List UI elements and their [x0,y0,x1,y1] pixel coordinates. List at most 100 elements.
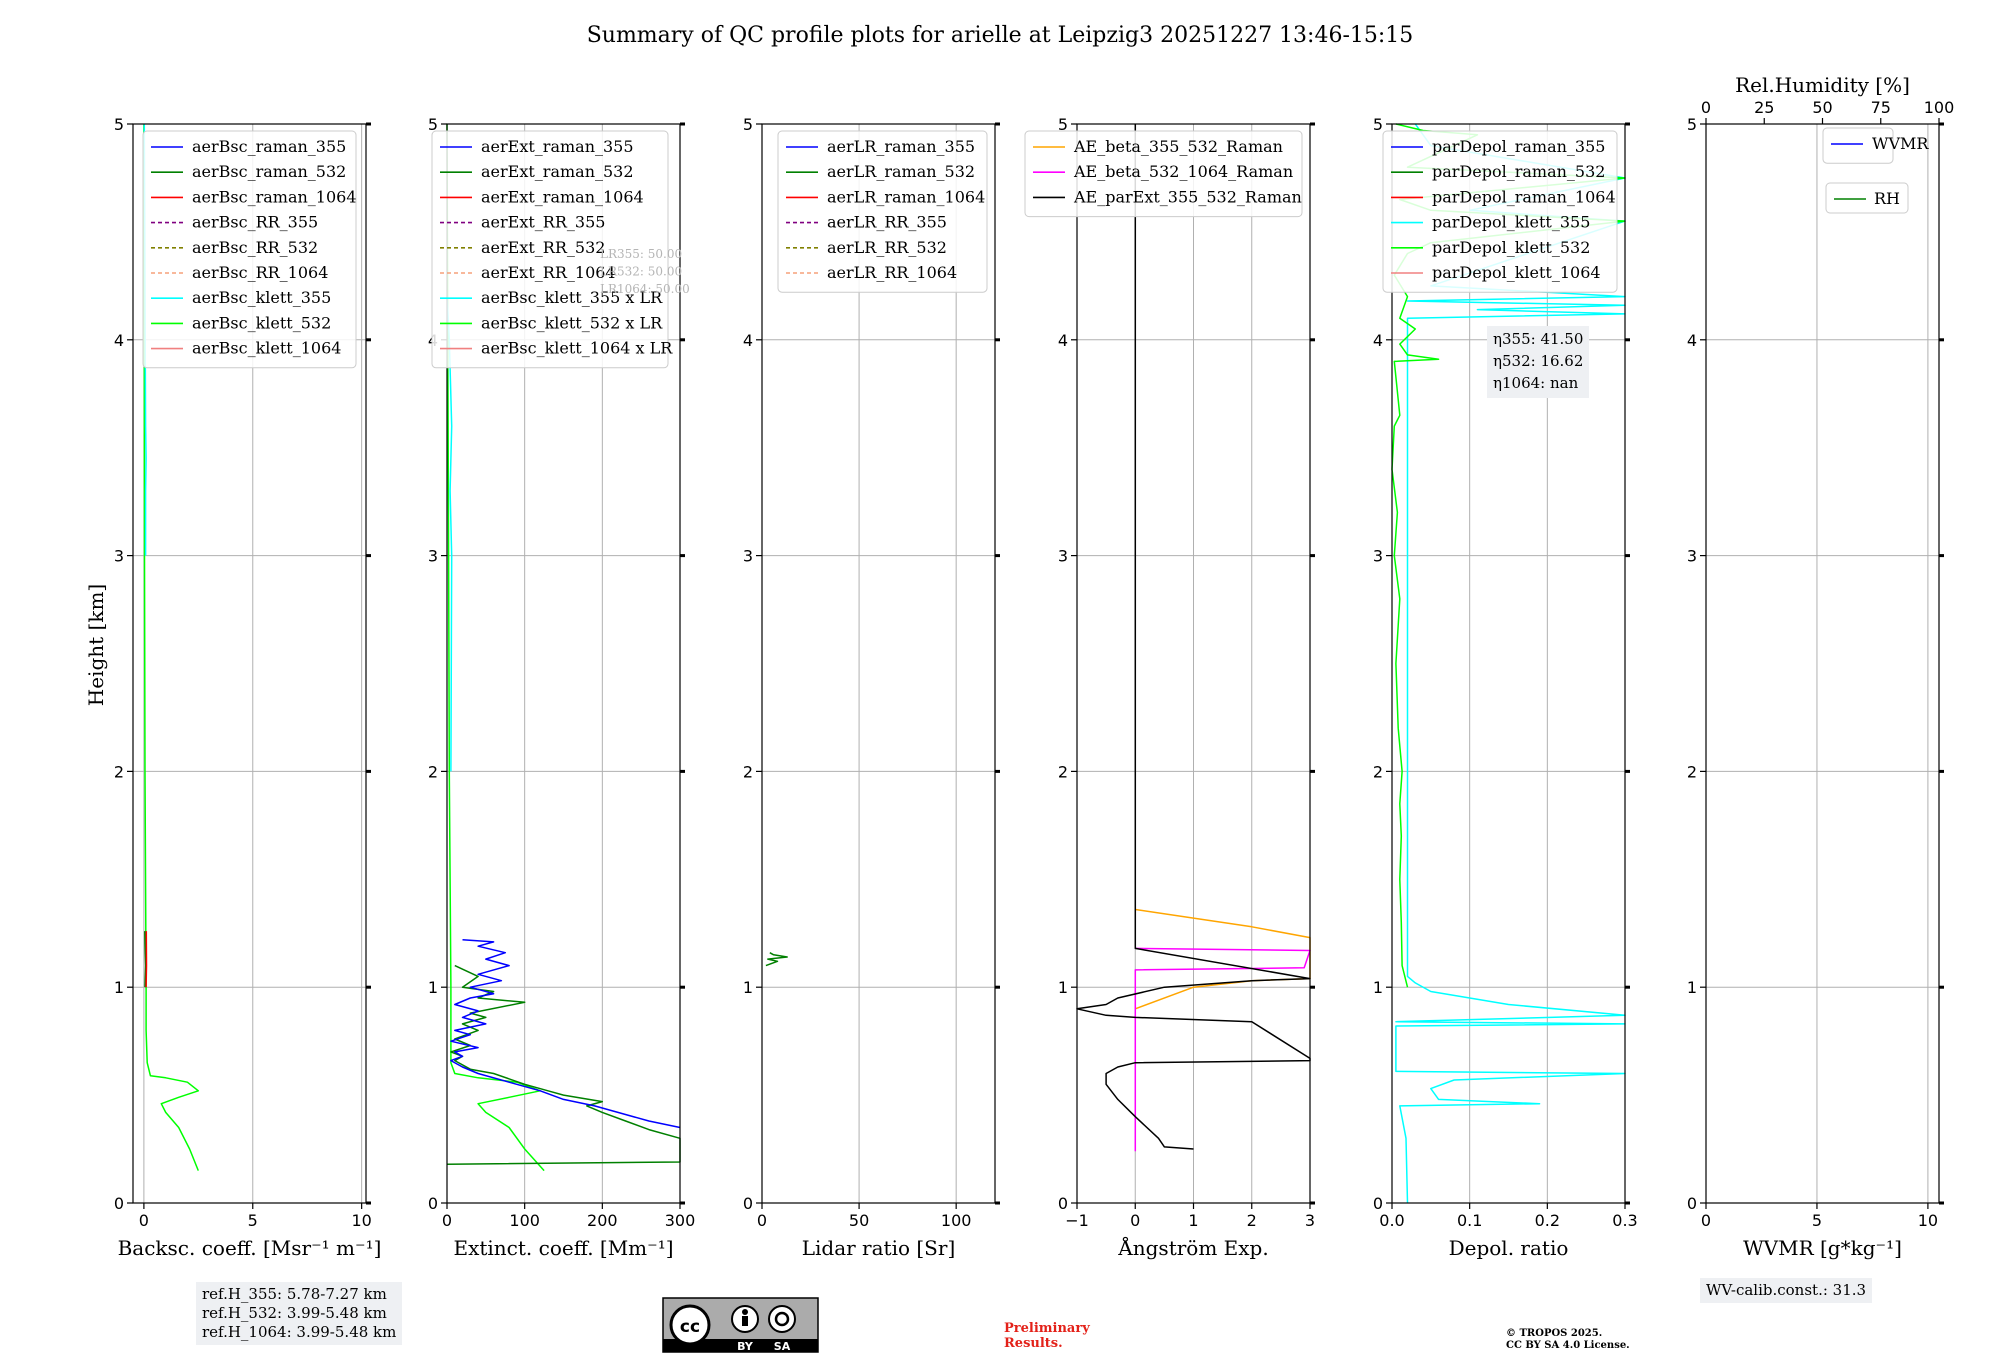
y-tick-label: 1 [1058,978,1068,997]
legend-label: aerExt_RR_532 [481,238,605,257]
reference-height-box: ref.H_355: 5.78-7.27 km ref.H_532: 3.99-… [196,1282,403,1345]
legend-label: parDepol_klett_532 [1432,238,1590,257]
legend: aerExt_raman_355 aerExt_raman_532 aerExt_r… [431,130,673,369]
copyright-line-1: © TROPOS 2025. [1506,1328,1603,1339]
y-tick-label: 5 [428,115,438,134]
top-x-tick-label: 0 [1701,98,1711,117]
wv-calibration-box: WV-calib.const.: 31.3 [1700,1278,1873,1303]
wv-calibration-constant: WV-calib.const.: 31.3 [1706,1281,1867,1299]
legend-label: aerBsc_klett_1064 [192,339,341,358]
x-tick-label: 10 [351,1211,371,1230]
height-axis-label: Height [km] [84,584,108,706]
annotation-line: η532: 16.62 [1493,352,1583,370]
y-tick-label: 5 [1687,115,1697,134]
top-x-tick-label: 25 [1754,98,1774,117]
y-tick-label: 0 [428,1194,438,1213]
legend-label: AE_beta_355_532_Raman [1073,137,1283,156]
x-tick-label: 0.0 [1379,1211,1404,1230]
y-tick-label: 2 [114,762,124,781]
legend: parDepol_raman_355 parDepol_raman_532 parD… [1382,130,1618,293]
legend-label: aerLR_raman_1064 [827,187,985,206]
y-tick-label: 4 [1058,331,1068,350]
legend-box [1822,127,1894,164]
by-label: BY [737,1340,754,1353]
series-line-AE_parExt_355_532_Raman [1076,124,1311,1150]
x-tick-label: 0.1 [1457,1211,1482,1230]
x-tick-label: 3 [1305,1211,1315,1230]
annotation-box: LR355: 50.00 LR532: 50.00 LR1064: 50.00 [600,247,690,296]
legend-label: parDepol_klett_355 [1432,213,1590,232]
legend: aerBsc_raman_355 aerBsc_raman_532 aerBsc_r… [142,130,357,369]
axes-frame [761,123,996,1204]
x-tick-label: 50 [849,1211,869,1230]
x-axis-label: Ångström Exp. [1117,1235,1268,1260]
x-tick-label: 10 [1918,1211,1938,1230]
annotation-line: η355: 41.50 [1493,330,1583,348]
x-tick-label: 5 [248,1211,258,1230]
cc-license-badge[interactable]: cc BY SA [662,1297,819,1353]
legend-label: parDepol_raman_1064 [1432,187,1616,206]
ref-height-355: ref.H_355: 5.78-7.27 km [202,1285,387,1303]
series-line-AE_beta_355_532_Raman [1135,908,1311,1010]
sa-icon [768,1305,796,1333]
annotation-box: η355: 41.50 η532: 16.62 η1064: nan [1487,326,1589,398]
copyright-line-2: CC BY SA 4.0 License. [1506,1340,1630,1351]
legend-label: aerLR_RR_355 [827,213,947,232]
legend-label: aerBsc_raman_1064 [192,187,357,206]
legend-label: parDepol_raman_532 [1432,162,1605,181]
y-tick-label: 4 [743,331,753,350]
y-tick-label: 2 [1373,762,1383,781]
y-tick-label: 0 [114,1194,124,1213]
sa-label: SA [774,1340,791,1353]
legend-box-rh [1825,182,1909,214]
legend-label: aerBsc_RR_1064 [192,263,328,282]
x-tick-label: 100 [941,1211,972,1230]
panel-depol: 0.0 0.1 0.2 0.3 0 1 2 3 4 5 Depol. ratio parDepol_r… [1373,115,1638,1260]
y-tick-label: 2 [743,762,753,781]
ref-height-1064: ref.H_1064: 3.99-5.48 km [202,1323,397,1341]
preliminary-results-note: Preliminary Results. [1004,1321,1090,1351]
x-tick-label: 0 [1701,1211,1711,1230]
legend-label: aerBsc_raman_355 [192,137,346,156]
legend-label: aerBsc_klett_355 [192,288,331,307]
series-line-AE_beta_532_1064_Raman [1134,947,1311,1152]
legend: aerLR_raman_355 aerLR_raman_532 aerLR_rama… [777,130,988,293]
top-x-tick-label: 50 [1812,98,1832,117]
series-line-aerLR_raman_532 [765,952,788,967]
x-tick-label: 0 [139,1211,149,1230]
y-tick-label: 3 [114,547,124,566]
x-tick-label: 1 [1188,1211,1198,1230]
x-tick-label: 0.3 [1612,1211,1637,1230]
legend-label: aerBsc_RR_355 [192,213,318,232]
y-tick-label: 3 [1058,547,1068,566]
legend-box [1024,130,1303,218]
series-line-aerExt_raman_355 [450,938,681,1129]
y-tick-label: 3 [743,547,753,566]
y-tick-label: 0 [743,1194,753,1213]
annotation-line: η1064: nan [1493,374,1579,392]
x-tick-label: 0 [1130,1211,1140,1230]
annotation-bg [1487,326,1589,398]
legend-box [142,130,357,369]
panel-extinction: 0100200300012345Extinct. coeff. [Mm⁻¹]ae… [428,115,695,1260]
y-tick-label: 1 [428,978,438,997]
x-tick-label: 0 [757,1211,767,1230]
legend-box [777,130,988,293]
annotation-line: LR532: 50.00 [600,265,682,279]
panel-lidar_ratio: 0 50 100 0 1 2 3 4 5 Lidar ratio [Sr] aerLR_raman_… [743,115,1000,1260]
y-tick-label: 4 [1687,331,1697,350]
x-tick-label: 0.2 [1535,1211,1560,1230]
top-x-tick-label: 100 [1924,98,1955,117]
legend: WVMR RH [1822,127,1929,214]
x-tick-label: 300 [665,1211,696,1230]
legend-label: aerBsc_klett_355 x LR [481,288,663,307]
legend-label: RH [1874,189,1900,208]
axes-frame [1705,123,1940,1204]
y-tick-label: 4 [1373,331,1383,350]
legend-label: WVMR [1872,134,1929,153]
y-tick-label: 3 [1373,547,1383,566]
